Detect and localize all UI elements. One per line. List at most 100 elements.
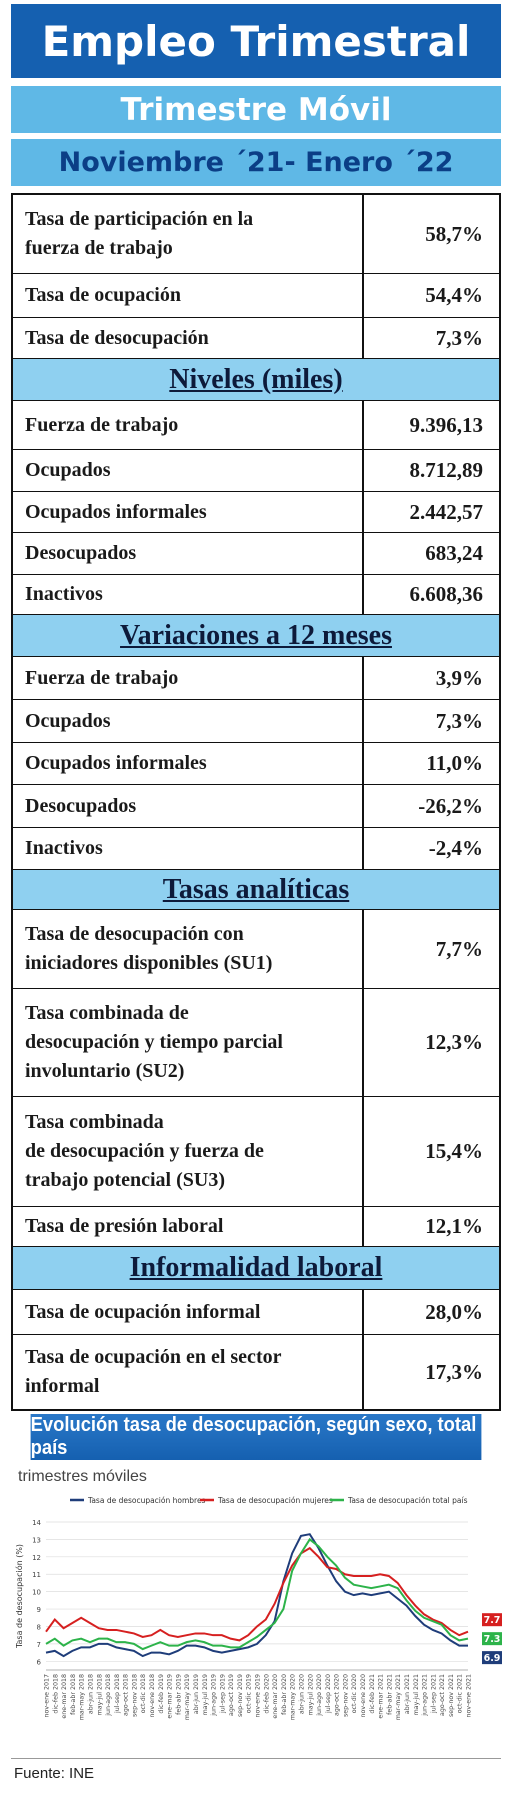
row-label: Inactivos	[13, 575, 364, 614]
row-label: Ocupados informales	[13, 743, 364, 784]
x-tick-label: jun-ago 2021	[422, 1674, 429, 1717]
x-tick-label: abr-jun 2019	[193, 1674, 200, 1714]
table-row: Ocupados 7,3%	[13, 700, 499, 743]
x-tick-label: feb-abr 2020	[281, 1674, 288, 1715]
section-heading: Niveles (miles)	[13, 359, 499, 401]
table-row: Ocupados 8.712,89	[13, 450, 499, 492]
table-row: Tasa de ocupación en el sector informal 1…	[13, 1335, 499, 1409]
table-row: Ocupados informales 11,0%	[13, 743, 499, 785]
row-value: 683,24	[425, 541, 483, 565]
row-label: Tasa de ocupación en el sector informal	[13, 1335, 364, 1409]
page-title: Empleo Trimestral	[11, 4, 501, 78]
y-tick-label: 6	[37, 1658, 42, 1666]
x-tick-label: sep-nov 2020	[342, 1674, 349, 1717]
row-label: Tasa de ocupación informal	[13, 1290, 364, 1334]
row-label: Ocupados	[13, 700, 364, 742]
x-tick-label: jun-ago 2020	[316, 1674, 323, 1717]
x-tick-label: dic-feb 2020	[263, 1674, 270, 1714]
table-row: Desocupados -26,2%	[13, 785, 499, 828]
row-label: Tasa de participación en la fuerza de tr…	[13, 195, 364, 273]
x-tick-label: mar-may 2020	[290, 1674, 297, 1720]
row-label: Tasa de presión laboral	[13, 1207, 364, 1246]
x-tick-label: ene-mar 2020	[272, 1674, 279, 1719]
x-tick-label: may-jul 2020	[307, 1674, 314, 1715]
x-tick-label: may-jul 2021	[413, 1674, 420, 1715]
table-row: Tasa de desocupación 7,3%	[13, 318, 499, 359]
end-label: 7.3	[484, 1634, 501, 1645]
series-line	[45, 1533, 468, 1658]
row-label: Tasa combinada de desocupación y fuerza …	[13, 1097, 364, 1206]
table-row: Tasa combinada de desocupación y fuerza …	[13, 1097, 499, 1207]
table-row: Desocupados 683,24	[13, 533, 499, 575]
row-label: Tasa de ocupación	[13, 274, 364, 317]
table-row: Tasa de ocupación informal 28,0%	[13, 1290, 499, 1335]
x-tick-label: jul-sep 2020	[325, 1674, 332, 1714]
chart: Tasa de desocupación hombres Tasa de deso…	[14, 1496, 502, 1720]
x-tick-label: abr-jun 2020	[298, 1674, 305, 1714]
x-tick-label: sep-nov 2019	[237, 1674, 244, 1717]
x-tick-label: oct-dic 2018	[140, 1674, 147, 1713]
x-tick-label: jun-ago 2019	[211, 1674, 218, 1717]
x-tick-label: ago-oct 2021	[439, 1674, 446, 1716]
source: Fuente: INE	[14, 1765, 95, 1782]
period: Noviembre ´21- Enero ´22	[11, 139, 501, 186]
row-label: Desocupados	[13, 785, 364, 827]
x-tick-label: feb-abr 2019	[175, 1674, 182, 1715]
x-tick-label: nov-ene 2019	[255, 1674, 262, 1717]
row-value: 6.608,36	[409, 582, 484, 606]
x-tick-label: dic-feb 2019	[158, 1674, 165, 1714]
end-label-box	[482, 1632, 502, 1646]
row-value: 7,7%	[435, 936, 483, 961]
x-tick-label: feb-abr 2018	[70, 1674, 77, 1715]
x-tick-label: ago-oct 2020	[334, 1674, 341, 1716]
x-tick-label: oct-dic 2021	[457, 1674, 464, 1713]
chart-title: Evolución tasa de desocupación, según se…	[30, 1414, 482, 1460]
row-value: 17,3%	[425, 1359, 483, 1384]
y-tick-label: 10	[32, 1589, 41, 1597]
row-value: 7,3%	[435, 708, 483, 733]
row-value: 3,9%	[435, 665, 483, 690]
row-label: Fuerza de trabajo	[13, 401, 364, 449]
table-row: Tasa de desocupación con iniciadores dis…	[13, 910, 499, 989]
row-label: Inactivos	[13, 828, 364, 869]
x-tick-label: mar-may 2021	[395, 1674, 402, 1720]
table-row: Inactivos 6.608,36	[13, 575, 499, 615]
x-tick-label: mar-may 2019	[184, 1674, 191, 1720]
x-tick-label: ene-mar 2021	[378, 1674, 385, 1719]
row-value: 28,0%	[425, 1299, 483, 1324]
page-subtitle: Trimestre Móvil	[11, 86, 501, 133]
row-value: 58,7%	[425, 221, 483, 246]
table-row: Fuerza de trabajo 9.396,13	[13, 401, 499, 450]
y-tick-label: 14	[32, 1519, 41, 1527]
row-value: 11,0%	[426, 751, 483, 775]
x-tick-label: jul-sep 2019	[219, 1674, 226, 1714]
x-tick-label: ene-mar 2019	[167, 1674, 174, 1719]
y-axis-label: Tasa de desocupación (%)	[14, 1544, 24, 1649]
row-label: Tasa de desocupación con iniciadores dis…	[13, 910, 364, 988]
x-tick-label: sep-nov 2021	[448, 1674, 455, 1717]
x-tick-label: abr-jun 2021	[404, 1674, 411, 1714]
x-tick-label: oct-dic 2020	[351, 1674, 358, 1713]
x-tick-label: nov-ene 2017	[44, 1674, 51, 1717]
indicator-table: Tasa de participación en la fuerza de tr…	[11, 193, 501, 1411]
row-value: 12,3%	[425, 1030, 483, 1054]
x-tick-label: ago-oct 2018	[123, 1674, 130, 1716]
y-tick-label: 8	[37, 1623, 41, 1631]
x-tick-label: ago-oct 2019	[228, 1674, 235, 1716]
series-line	[45, 1537, 469, 1651]
row-value: 2.442,57	[409, 499, 484, 524]
chart-subtitle: trimestres móviles	[18, 1468, 147, 1485]
row-value: 7,3%	[435, 325, 483, 350]
y-tick-label: 9	[37, 1606, 41, 1614]
x-tick-label: oct-dic 2019	[246, 1674, 253, 1713]
x-tick-label: ene-mar 2018	[61, 1674, 68, 1719]
x-tick-label: nov-ene 2020	[360, 1674, 367, 1717]
legend-label: Tasa de desocupación hombres	[87, 1496, 206, 1505]
end-label-box	[482, 1651, 502, 1665]
end-label: 7.7	[484, 1615, 501, 1626]
row-value: 9.396,13	[409, 412, 484, 437]
row-label: Ocupados informales	[13, 492, 364, 532]
row-label: Desocupados	[13, 533, 364, 574]
x-tick-label: may-jul 2018	[96, 1674, 103, 1715]
x-tick-label: nov-ene 2021	[466, 1674, 473, 1717]
